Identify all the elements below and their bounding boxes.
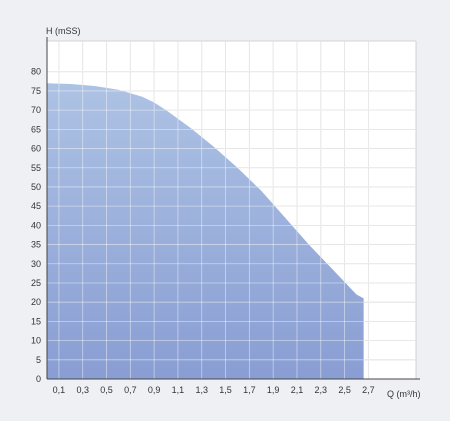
grid-lines-overlay [47, 41, 416, 379]
y-tick-label: 35 [31, 240, 41, 250]
y-tick-label: 70 [31, 105, 41, 115]
y-tick-label: 50 [31, 182, 41, 192]
y-tick-label: 5 [36, 355, 41, 365]
x-tick-label: 0,9 [148, 385, 161, 395]
y-tick-label: 40 [31, 220, 41, 230]
x-axis-title: Q (m³/h) [387, 389, 421, 399]
x-tick-label: 1,9 [267, 385, 280, 395]
x-tick-label: 0,3 [76, 385, 89, 395]
x-tick-label: 0,7 [124, 385, 137, 395]
x-tick-label: 1,3 [195, 385, 208, 395]
y-tick-label: 55 [31, 163, 41, 173]
y-tick-label: 25 [31, 278, 41, 288]
axes [46, 37, 420, 380]
x-tick-label: 0,5 [100, 385, 113, 395]
y-tick-label: 60 [31, 144, 41, 154]
x-tick-label: 2,7 [362, 385, 375, 395]
y-tick-label: 75 [31, 86, 41, 96]
y-axis-title: H (mSS) [46, 26, 81, 36]
x-tick-label: 1,5 [219, 385, 232, 395]
y-tick-label: 65 [31, 124, 41, 134]
y-tick-label: 15 [31, 316, 41, 326]
y-tick-label: 45 [31, 201, 41, 211]
y-tick-label: 10 [31, 336, 41, 346]
y-tick-label: 80 [31, 67, 41, 77]
series-area [47, 83, 364, 379]
y-tick-label: 20 [31, 297, 41, 307]
x-tick-label: 2,3 [315, 385, 328, 395]
y-tick-label: 30 [31, 259, 41, 269]
y-tick-label: 0 [36, 374, 41, 384]
x-tick-label: 1,1 [172, 385, 185, 395]
x-tick-label: 2,5 [338, 385, 351, 395]
x-tick-label: 0,1 [53, 385, 66, 395]
x-tick-labels: 0,1 0,3 0,5 0,7 0,9 1,1 1,3 1,5 1,7 1,9 2,1 2,3 2,5 2… [53, 385, 375, 395]
x-tick-label: 2,1 [291, 385, 304, 395]
y-tick-labels: 0 5 10 15 20 25 30 35 40 45 50 55 60 65 70 75 80 [31, 67, 41, 384]
x-tick-label: 1,7 [243, 385, 256, 395]
